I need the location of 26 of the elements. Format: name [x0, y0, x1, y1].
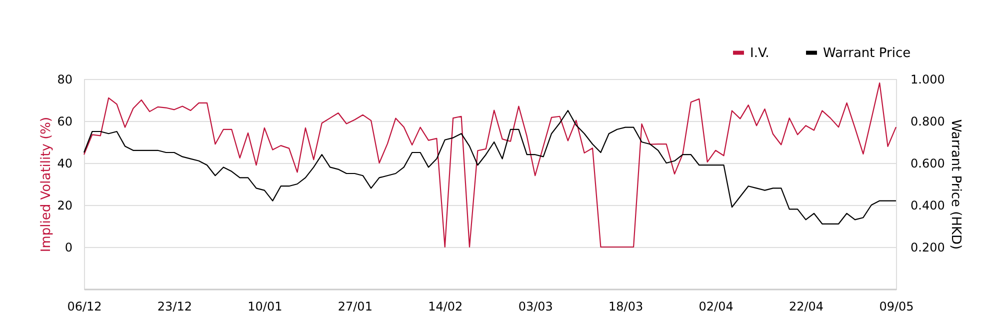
y-tick-label: 60 [57, 114, 72, 128]
y-tick-label: 80 [57, 72, 72, 86]
x-tick-label: 06/12 [67, 300, 102, 314]
y-axis-title: Implied Volatility (%) [39, 116, 54, 252]
y-tick-label: 0 [64, 240, 72, 254]
y2-tick-label: 0.800 [910, 114, 945, 128]
y-tick-label: 40 [57, 156, 72, 170]
x-tick-label: 22/04 [788, 300, 824, 314]
y2-tick-label: 0.600 [910, 156, 945, 170]
x-tick-label: 23/12 [157, 300, 192, 314]
y-tick-label: 20 [57, 198, 72, 212]
x-tick-label: 02/04 [698, 300, 734, 314]
x-tick-label: 03/03 [518, 300, 553, 314]
legend-label: Warrant Price [823, 46, 911, 61]
y2-tick-label: 0.400 [910, 198, 945, 212]
x-tick-label: 09/05 [879, 300, 914, 314]
y2-tick-label: 1.000 [910, 72, 945, 86]
y2-tick-label: 0.200 [910, 240, 945, 254]
x-tick-label: 14/02 [428, 300, 463, 314]
y2-axis-title: Warrant Price (HKD) [948, 119, 963, 250]
line-series [83, 110, 897, 224]
x-tick-label: 10/01 [248, 300, 282, 314]
line-series [83, 82, 897, 248]
legend-label: I.V. [750, 46, 770, 61]
x-tick-label: 18/03 [608, 300, 644, 314]
x-tick-label: 27/01 [338, 300, 372, 314]
